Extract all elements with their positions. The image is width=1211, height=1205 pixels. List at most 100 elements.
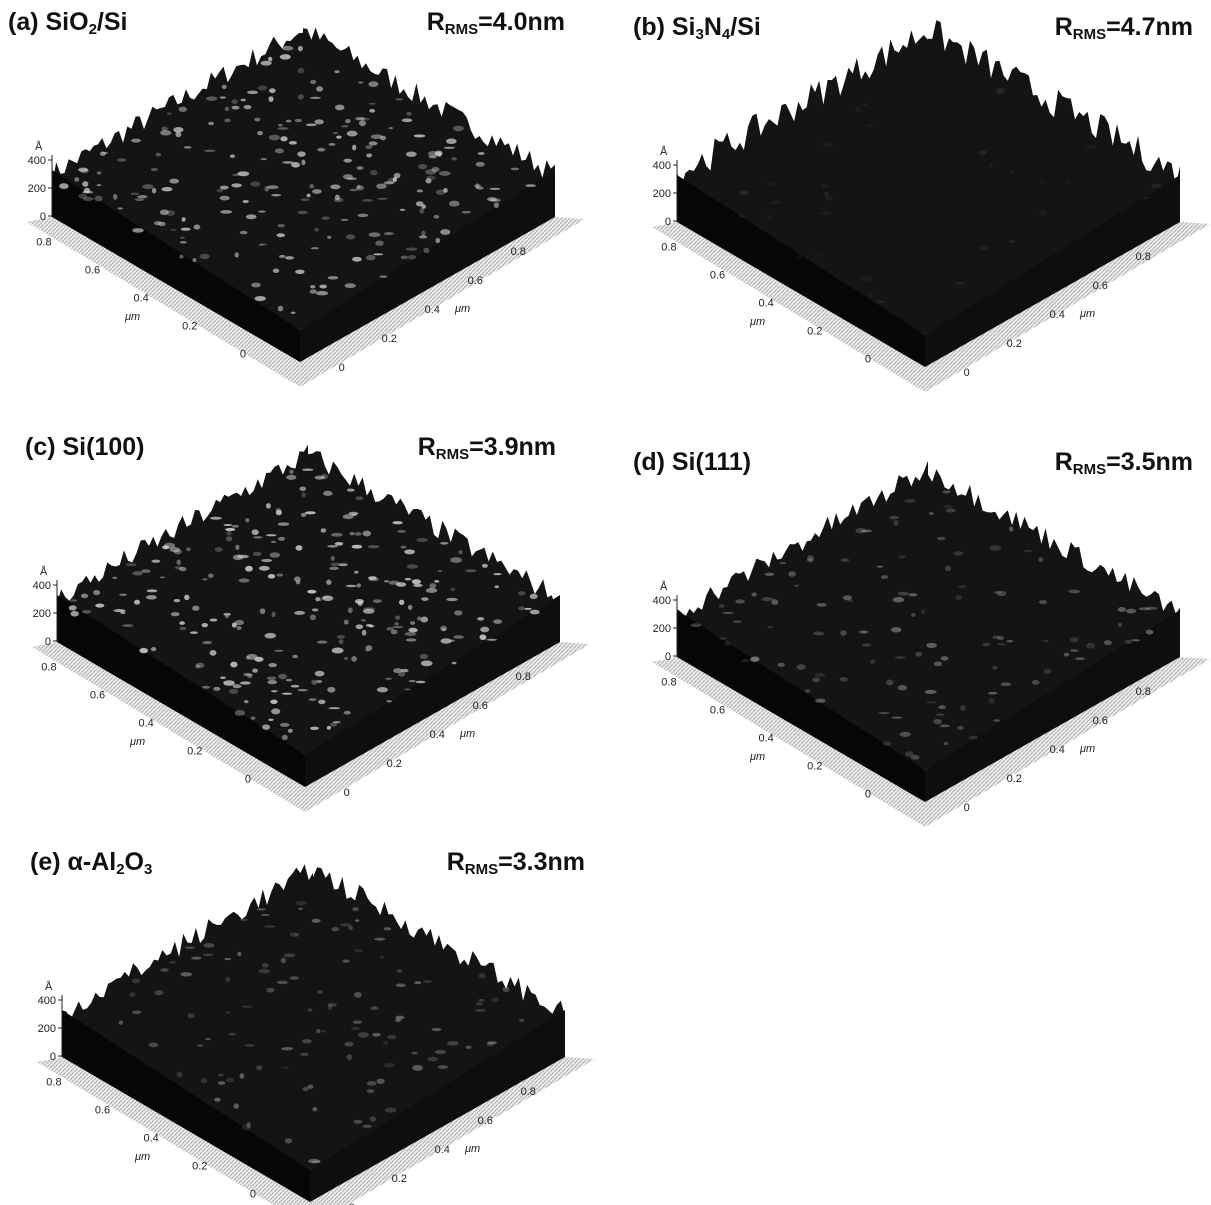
- surface-highlight: [404, 688, 411, 690]
- surface-highlight: [268, 57, 272, 62]
- surface-highlight: [301, 160, 305, 165]
- surface-highlight: [310, 727, 319, 730]
- panel-title: (b) Si3N4/Si: [633, 13, 761, 43]
- surface-highlight: [358, 118, 370, 121]
- surface-highlight: [333, 721, 341, 723]
- surface-highlight: [440, 626, 447, 632]
- left-tick-label: 0.2: [807, 760, 822, 772]
- surface-highlight: [449, 201, 460, 207]
- surface-highlight: [330, 184, 340, 189]
- right-tick-label: 0.8: [521, 1086, 536, 1098]
- surface-highlight: [242, 1005, 253, 1007]
- surface-highlight: [412, 1052, 418, 1055]
- surface-highlight: [250, 181, 260, 186]
- z-unit: Å: [660, 145, 668, 158]
- surface-highlight: [352, 545, 363, 549]
- surface-highlight: [335, 105, 344, 111]
- surface-highlight: [301, 492, 305, 497]
- surface-highlight: [387, 1035, 396, 1039]
- surface-highlight: [176, 560, 181, 565]
- text-run: =3.5nm: [1106, 448, 1193, 476]
- surface-highlight: [180, 972, 192, 976]
- panel-title: (c) Si(100): [25, 433, 144, 461]
- surface-highlight: [169, 961, 176, 963]
- surface-highlight: [262, 963, 269, 968]
- surface-highlight: [300, 1053, 309, 1056]
- surface-highlight: [400, 209, 405, 211]
- surface-highlight: [929, 512, 934, 514]
- surface-highlight: [384, 927, 392, 930]
- surface-highlight: [413, 584, 422, 587]
- surface-highlight: [82, 610, 91, 614]
- surface-highlight: [412, 579, 421, 584]
- surface-highlight: [862, 643, 871, 646]
- surface-highlight: [71, 611, 79, 617]
- surface-highlight: [71, 599, 78, 602]
- surface-highlight: [218, 1081, 226, 1084]
- text-run: (c) Si(100): [25, 433, 144, 461]
- surface-highlight: [524, 608, 532, 610]
- surface-highlight: [331, 556, 335, 561]
- surface-highlight: [310, 80, 316, 84]
- surface-highlight: [131, 139, 141, 143]
- surface-highlight: [180, 237, 185, 239]
- surface-highlight: [363, 607, 375, 610]
- surface-highlight: [780, 562, 787, 564]
- surface-highlight: [1039, 210, 1047, 215]
- surface-highlight: [813, 632, 824, 636]
- surface-highlight: [1038, 557, 1043, 562]
- surface-highlight: [186, 547, 190, 551]
- surface-highlight: [953, 551, 963, 556]
- surface-highlight: [201, 1078, 207, 1083]
- surface-highlight: [346, 234, 355, 239]
- subscript: 2: [89, 21, 97, 38]
- surface-highlight: [751, 592, 756, 596]
- surface-highlight: [94, 196, 102, 202]
- z-unit: Å: [35, 140, 43, 153]
- surface-highlight: [796, 664, 805, 670]
- left-tick-label: 0.8: [661, 676, 676, 688]
- left-tick-label: 0.6: [710, 269, 725, 281]
- surface-highlight: [295, 119, 302, 122]
- surface-highlight: [276, 573, 283, 576]
- surface-highlight: [904, 499, 915, 502]
- surface-highlight: [1001, 682, 1012, 686]
- surface-highlight: [1118, 622, 1123, 627]
- surface-highlight: [312, 919, 321, 923]
- surface-highlight: [900, 732, 911, 737]
- surface-highlight: [358, 601, 363, 606]
- surface-highlight: [331, 533, 343, 537]
- surface-highlight: [1086, 643, 1095, 649]
- surface-highlight: [376, 1079, 384, 1084]
- surface-highlight: [174, 599, 180, 602]
- surface-highlight: [394, 173, 401, 179]
- surface-highlight: [408, 605, 412, 610]
- surface-highlight: [328, 276, 339, 279]
- surface-highlight: [307, 194, 311, 198]
- surface-highlight: [278, 306, 284, 312]
- right-tick-label: 0.8: [516, 671, 531, 683]
- surface-highlight: [368, 545, 379, 548]
- surface-highlight: [495, 586, 499, 589]
- surface-highlight: [1118, 607, 1126, 612]
- surface-highlight: [1064, 653, 1069, 657]
- surface-highlight: [190, 631, 198, 634]
- subscript: RMS: [445, 21, 478, 38]
- left-tick-label: 0.6: [710, 704, 725, 716]
- surface-highlight: [244, 700, 249, 703]
- surface-highlight: [271, 194, 281, 196]
- afm-panel: Å40020000.80.60.40.20μm00.20.40.60.8μm: [32, 445, 590, 812]
- surface-highlight: [261, 914, 270, 916]
- surface-highlight: [423, 248, 429, 253]
- surface-highlight: [347, 131, 358, 137]
- surface-highlight: [213, 687, 220, 691]
- surface-highlight: [421, 597, 428, 601]
- surface-highlight: [358, 81, 364, 83]
- surface-highlight: [486, 639, 497, 641]
- surface-highlight: [266, 988, 274, 993]
- surface-highlight: [719, 637, 726, 639]
- surface-highlight: [925, 690, 937, 694]
- surface-highlight: [117, 158, 126, 162]
- surface-highlight: [355, 919, 360, 921]
- surface-highlight: [446, 138, 457, 144]
